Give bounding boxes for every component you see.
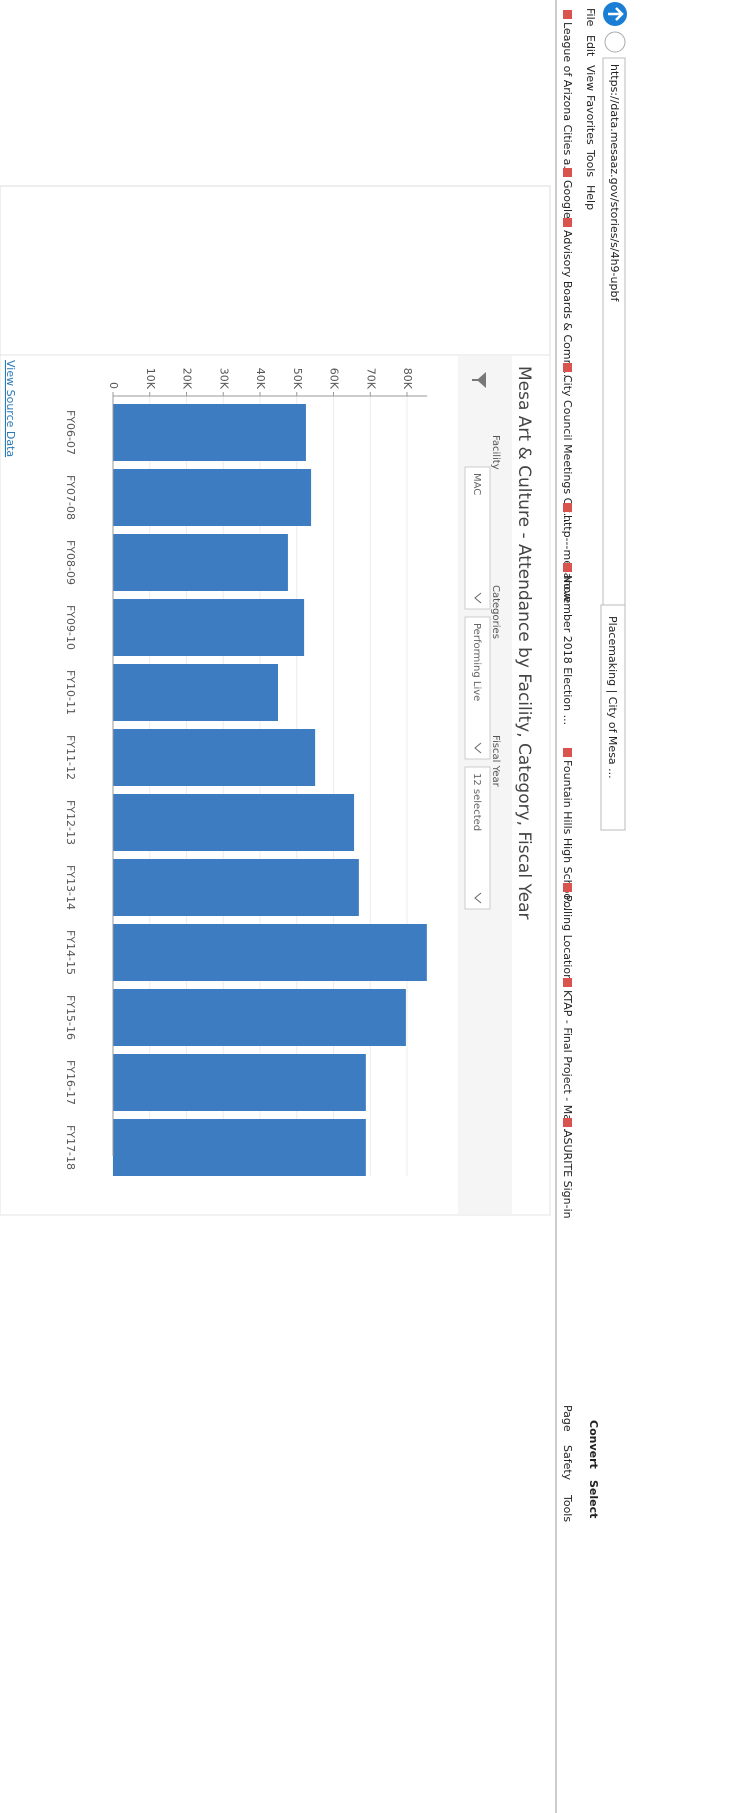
favorite-link[interactable]: Fountain Hills High Schoo... [561, 760, 574, 910]
bar [113, 664, 279, 721]
dropdown-caret [474, 742, 482, 754]
favorite-icon [563, 748, 572, 757]
favorite-link[interactable]: Advisory Boards & Comm... [561, 230, 574, 381]
toolbar-button[interactable]: Tools [561, 1494, 574, 1522]
tab[interactable] [600, 604, 626, 831]
filter-value: MAC [471, 473, 482, 495]
filter-label: Categories [490, 585, 501, 639]
favorite-icon [563, 363, 572, 372]
menu-item[interactable]: Favorites [584, 95, 597, 145]
favorite-link[interactable]: League of Arizona Cities a... [561, 22, 574, 176]
x-tick-label: FY15-16 [64, 995, 77, 1040]
tab-title: Placemaking | City of Mesa ... [606, 616, 619, 779]
filter-dropdown[interactable] [464, 466, 491, 610]
toolbar-button[interactable]: Convert [587, 1420, 600, 1469]
x-tick-label: FY17-18 [64, 1125, 77, 1170]
favorite-icon [563, 978, 572, 987]
x-tick-label: FY12-13 [64, 800, 77, 845]
favorite-link[interactable]: City Council Meetings Cit... [561, 375, 574, 523]
forward-button[interactable] [604, 31, 626, 53]
x-tick-label: FY06-07 [64, 410, 77, 455]
x-tick-label: FY07-08 [64, 475, 77, 520]
back-arrow [608, 7, 624, 21]
favorite-icon [563, 503, 572, 512]
filter-icon[interactable] [472, 372, 486, 388]
favorite-icon [563, 883, 572, 892]
favorite-icon [563, 168, 572, 177]
bar [113, 534, 288, 591]
toolbar-button[interactable]: Select [587, 1480, 600, 1518]
menu-item[interactable]: Edit [584, 35, 597, 57]
y-tick-label: 10K [144, 368, 157, 390]
y-tick-label: 40K [254, 368, 267, 390]
bar [113, 729, 316, 786]
x-tick-label: FY14-15 [64, 930, 77, 975]
favorite-link[interactable]: Google [561, 180, 574, 219]
favorite-link[interactable]: November 2018 Election ... [561, 575, 574, 725]
x-tick-label: FY09-10 [64, 605, 77, 650]
y-tick-label: 80K [401, 368, 414, 390]
bar [112, 794, 355, 851]
favorite-icon [563, 10, 572, 19]
filter-dropdown[interactable] [464, 616, 491, 760]
menu-item[interactable]: File [584, 8, 597, 27]
filter-label: Fiscal Year [490, 735, 501, 788]
favorite-link[interactable]: ASURITE Sign-in [561, 1130, 574, 1219]
url: https://data.mesaaz.gov/stories/s/4h9-up… [608, 64, 621, 302]
favorite-icon [563, 1118, 572, 1127]
filter-value: Performing Live [471, 623, 482, 701]
filter-label: Facility [490, 435, 501, 470]
favorite-link[interactable]: Polling Location [561, 895, 574, 981]
x-tick-label: FY10-11 [64, 670, 77, 715]
menu-item[interactable]: Tools [584, 149, 597, 177]
menu-item[interactable]: Help [584, 185, 597, 210]
toolbar-button[interactable]: Page [561, 1405, 574, 1432]
bar [113, 599, 305, 656]
favorite-icon [563, 218, 572, 227]
x-tick-label: FY16-17 [64, 1060, 77, 1105]
filter-value: 12 selected [471, 773, 482, 831]
favorite-icon [563, 563, 572, 572]
y-tick-label: 70K [364, 368, 377, 390]
toolbar-button[interactable]: Safety [561, 1445, 574, 1481]
chart-title: Mesa Art & Culture - Attendance by Facil… [514, 366, 534, 919]
y-tick-label: 30K [217, 368, 230, 390]
bar [113, 1054, 366, 1111]
y-tick-label: 0 [107, 382, 120, 389]
favorite-link[interactable]: KTAP - Final Project - Ma... [561, 990, 574, 1132]
bar [113, 404, 306, 461]
y-tick-label: 50K [291, 368, 304, 390]
y-tick-label: 20K [181, 368, 194, 390]
y-tick-label: 60K [328, 368, 341, 390]
bar [113, 859, 359, 916]
dropdown-caret [474, 592, 482, 604]
bar [113, 924, 427, 981]
x-tick-label: FY13-14 [64, 865, 77, 910]
bar [112, 469, 312, 526]
filter-dropdown[interactable] [464, 766, 491, 910]
dropdown-caret [474, 892, 482, 904]
menu-item[interactable]: View [584, 65, 597, 91]
source-link[interactable]: View Source Data [4, 360, 17, 457]
x-tick-label: FY08-09 [64, 540, 77, 585]
bar [113, 1119, 366, 1176]
x-tick-label: FY11-12 [64, 735, 77, 780]
bar [113, 989, 406, 1046]
favorite-link[interactable]: http---mesanow [561, 515, 574, 602]
